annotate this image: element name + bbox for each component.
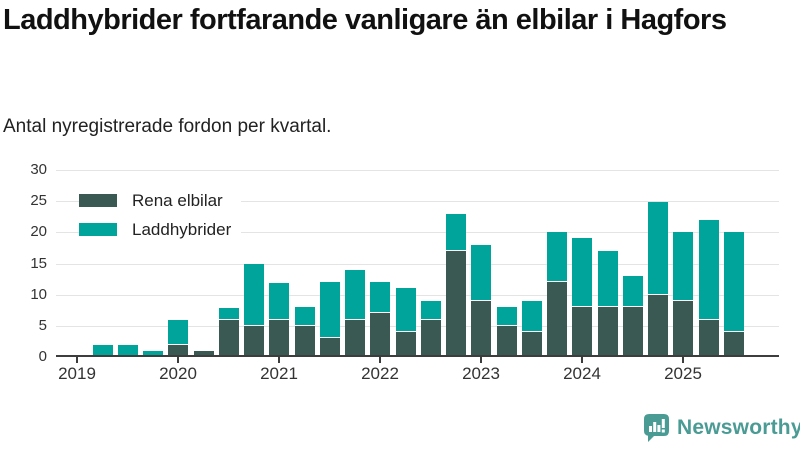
legend-item-laddhybrider: Laddhybrider [79,218,242,241]
bar-segment-rena-elbilar [522,332,542,357]
x-axis-year-label: 2022 [361,364,399,383]
bar-segment-laddhybrider [598,251,618,307]
y-axis-tick-label: 25 [30,192,47,209]
bar-segment-laddhybrider [143,351,163,357]
x-axis-year-label: 2019 [58,364,96,383]
chart-subtitle: Antal nyregistrerade fordon per kvartal. [3,116,332,137]
x-axis-year-label: 2024 [563,364,601,383]
x-axis-year-label: 2023 [462,364,500,383]
bar-segment-rena-elbilar [320,338,340,357]
bar-segment-rena-elbilar [219,320,239,357]
bar-segment-rena-elbilar [648,295,668,357]
newsworthy-logo: Newsworthy [644,414,800,442]
gridline [56,232,779,233]
x-axis-tick [76,357,78,363]
x-axis-tick [581,357,583,363]
x-axis-tick [177,357,179,363]
x-axis-year-label: 2021 [260,364,298,383]
bar-segment-laddhybrider [724,232,744,332]
x-axis-tick [480,357,482,363]
bar-segment-laddhybrider [572,238,592,307]
bar-segment-laddhybrider [699,220,719,320]
bar-segment-rena-elbilar [623,307,643,357]
bar-segment-laddhybrider [345,270,365,320]
bar-segment-laddhybrider [522,301,542,332]
bar-segment-rena-elbilar [168,345,188,357]
bar-segment-laddhybrider [421,301,441,320]
bar-segment-rena-elbilar [295,326,315,357]
x-axis-tick [278,357,280,363]
bar-segment-laddhybrider [93,345,113,357]
legend-swatch-rena-elbilar [79,194,117,207]
bar-segment-rena-elbilar [446,251,466,357]
bar-segment-rena-elbilar [396,332,416,357]
bar-segment-rena-elbilar [572,307,592,357]
legend-swatch-laddhybrider [79,223,117,236]
bar-segment-laddhybrider [446,214,466,251]
bar-segment-laddhybrider [547,232,567,282]
bar-segment-laddhybrider [118,345,138,357]
bar-segment-laddhybrider [648,202,668,295]
bar-segment-rena-elbilar [724,332,744,357]
gridline [56,170,779,171]
bar-segment-laddhybrider [370,282,390,313]
gridline [56,264,779,265]
bar-segment-rena-elbilar [699,320,719,357]
y-axis-tick-label: 10 [30,286,47,303]
y-axis-tick-label: 20 [30,223,47,240]
bar-segment-laddhybrider [168,320,188,345]
bar-segment-laddhybrider [623,276,643,307]
gridline [56,201,779,202]
x-axis-year-label: 2025 [664,364,702,383]
newsworthy-brand-text: Newsworthy [677,416,800,439]
bar-segment-rena-elbilar [673,301,693,357]
x-axis-year-label: 2020 [159,364,197,383]
bar-segment-laddhybrider [320,282,340,338]
bar-segment-laddhybrider [244,264,264,326]
bar-segment-laddhybrider [673,232,693,301]
legend-label-laddhybrider: Laddhybrider [132,220,232,239]
y-axis-tick-label: 5 [38,317,47,334]
bar-segment-laddhybrider [269,283,289,320]
bar-segment-rena-elbilar [598,307,618,357]
bar-segment-rena-elbilar [370,313,390,357]
bar-chart-speech-bubble-icon [644,414,669,442]
x-axis-tick [379,357,381,363]
legend-label-rena-elbilar: Rena elbilar [132,191,223,210]
bar-segment-rena-elbilar [269,320,289,357]
bar-segment-rena-elbilar [471,301,491,357]
bar-segment-rena-elbilar [497,326,517,357]
bar-segment-rena-elbilar [421,320,441,357]
x-axis-tick [682,357,684,363]
bar-segment-laddhybrider [471,245,491,301]
chart-legend: Rena elbilar Laddhybrider [79,189,242,247]
bar-segment-laddhybrider [219,308,239,320]
bar-segment-rena-elbilar [345,320,365,357]
gridline [56,295,779,296]
y-axis-tick-label: 30 [30,161,47,178]
page-title: Laddhybrider fortfarande vanligare än el… [3,4,727,36]
bar-segment-laddhybrider [497,307,517,326]
bar-segment-rena-elbilar [194,351,214,357]
bar-segment-rena-elbilar [244,326,264,357]
gridline [56,326,779,327]
y-axis-tick-label: 0 [38,348,47,365]
y-axis-tick-label: 15 [30,255,47,272]
legend-item-rena-elbilar: Rena elbilar [79,189,242,212]
bar-segment-laddhybrider [295,307,315,326]
x-axis-line [56,355,779,357]
bar-segment-laddhybrider [396,288,416,332]
bar-segment-rena-elbilar [547,282,567,357]
